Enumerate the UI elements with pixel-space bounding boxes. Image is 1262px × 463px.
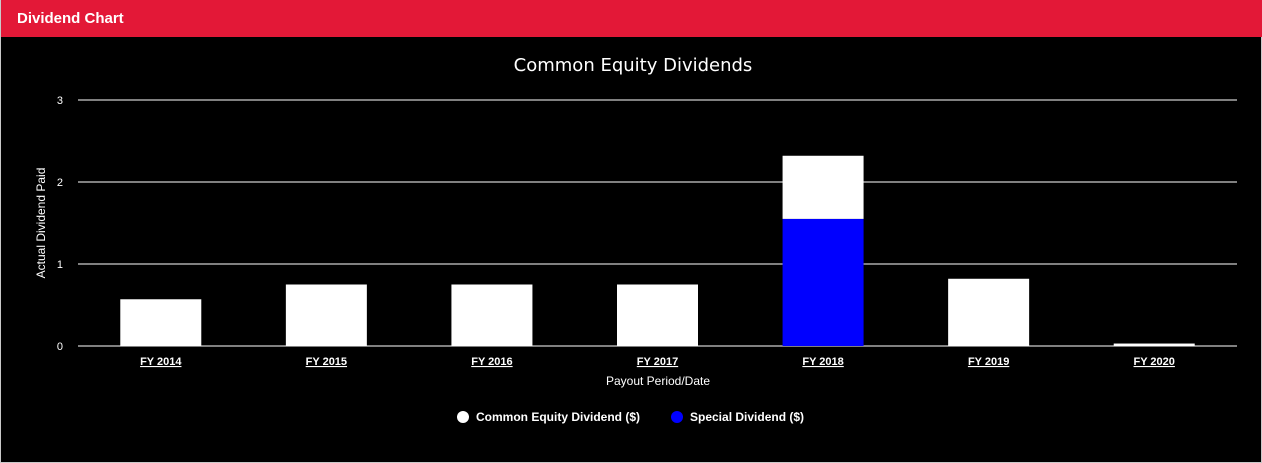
legend: Common Equity Dividend ($) Special Divide… — [457, 410, 804, 424]
bars — [120, 155, 1195, 347]
x-tick-label[interactable]: FY 2016 — [471, 356, 512, 368]
legend-label: Special Dividend ($) — [690, 410, 804, 424]
bar-common-dividend[interactable] — [451, 284, 533, 347]
bar-special-dividend[interactable] — [782, 218, 864, 346]
bar-common-dividend[interactable] — [120, 299, 202, 346]
x-axis-label: Payout Period/Date — [606, 374, 710, 388]
x-tick-label[interactable]: FY 2019 — [968, 356, 1009, 368]
x-tick-label[interactable]: FY 2020 — [1134, 356, 1175, 368]
bar-common-dividend[interactable] — [1113, 343, 1195, 346]
legend-label: Common Equity Dividend ($) — [476, 410, 640, 424]
panel-header: Dividend Chart — [1, 0, 1262, 37]
y-tick-label: 1 — [57, 259, 63, 271]
bar-common-dividend[interactable] — [782, 155, 864, 219]
x-tick-label[interactable]: FY 2017 — [637, 356, 678, 368]
y-tick-label: 3 — [57, 95, 63, 107]
y-tick-label: 0 — [57, 341, 63, 353]
bar-common-dividend[interactable] — [285, 284, 367, 347]
chart-title: Common Equity Dividends — [514, 55, 753, 76]
legend-item[interactable]: Special Dividend ($) — [671, 410, 804, 424]
y-axis-label: Actual Dividend Paid — [34, 168, 48, 279]
y-tick-label: 2 — [57, 177, 63, 189]
bar-common-dividend[interactable] — [948, 278, 1030, 346]
x-tick-label[interactable]: FY 2018 — [802, 356, 843, 368]
legend-marker — [671, 411, 683, 423]
x-tick-label[interactable]: FY 2014 — [140, 356, 182, 368]
legend-marker — [457, 411, 469, 423]
bar-common-dividend[interactable] — [617, 284, 698, 347]
legend-item[interactable]: Common Equity Dividend ($) — [457, 410, 640, 424]
x-tick-labels: FY 2014 FY 2015 FY 2016 FY 2017 FY 2018 FY 20… — [140, 356, 1175, 368]
x-tick-label[interactable]: FY 2015 — [306, 356, 347, 368]
